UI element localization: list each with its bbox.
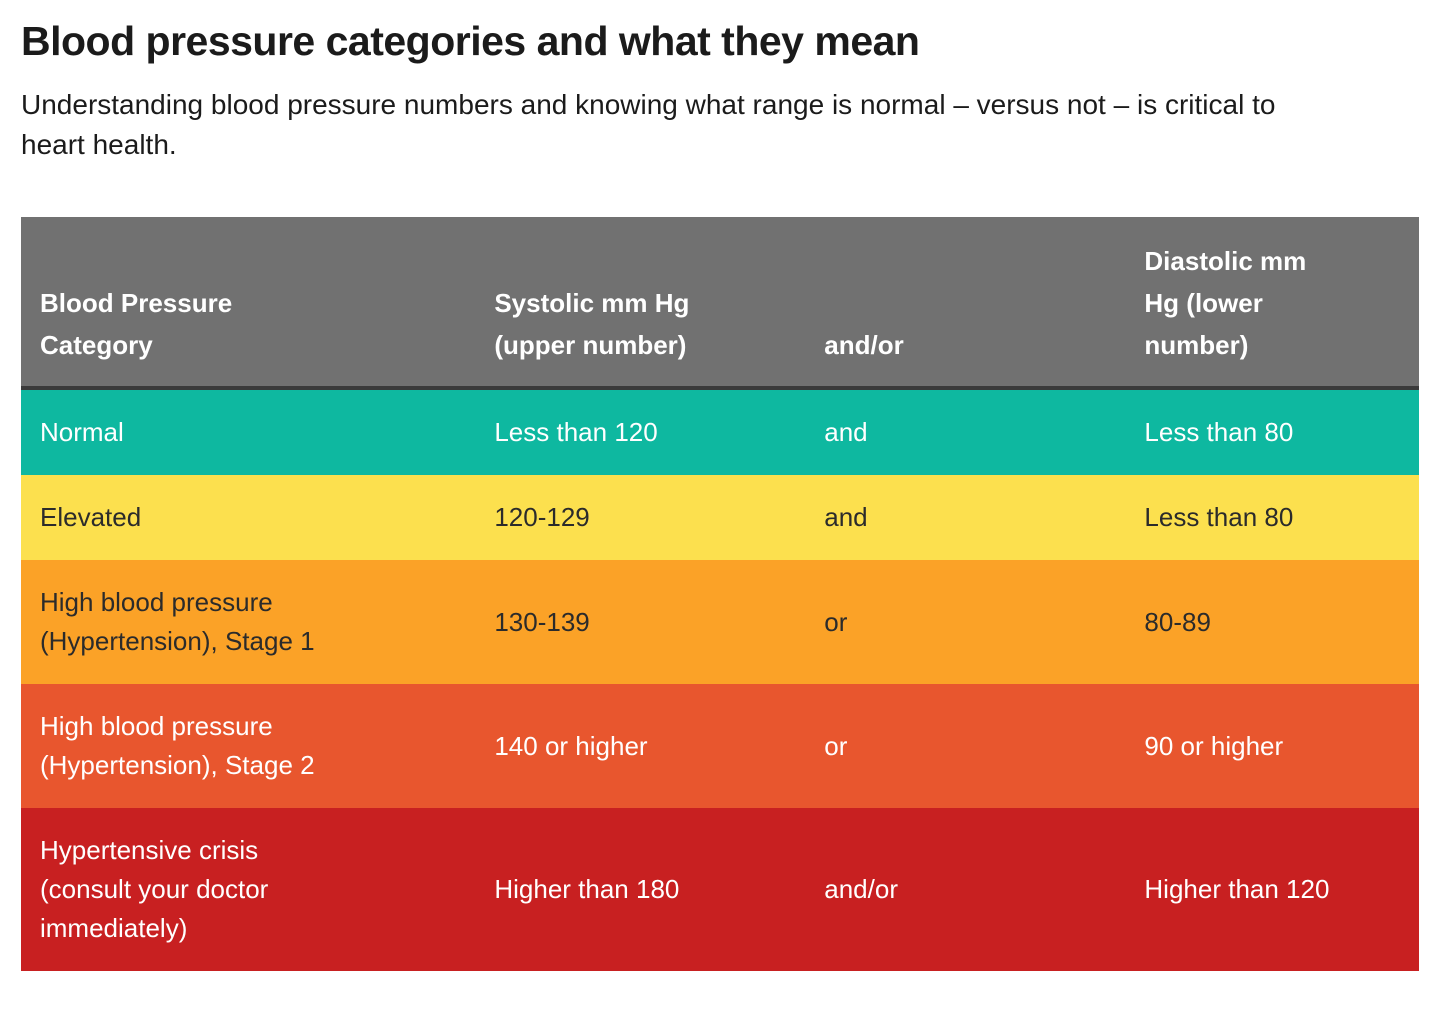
column-header-line: and/or [824,330,904,361]
column-header-diastolic: Diastolic mm Hg (lower number) [1125,217,1419,391]
category-line: Normal [40,417,124,448]
category-line: (Hypertension), Stage 2 [40,750,315,781]
table-row-elevated: Elevated 120-129 and Less than 80 [21,475,1419,561]
cell-diastolic: 80-89 [1144,606,1211,637]
cell-connector: and/or [824,874,898,905]
category-line: Hypertensive crisis [40,835,259,866]
category-line: immediately) [40,913,188,944]
cell-connector: and [824,417,868,448]
blood-pressure-table: Blood Pressure Category Systolic mm Hg (… [21,217,1419,972]
cell-connector: or [824,606,848,637]
category-line: Elevated [40,502,142,533]
cell-diastolic: Higher than 120 [1144,874,1330,905]
table-row-hypertensive-crisis: Hypertensive crisis (consult your doctor… [21,808,1419,972]
cell-systolic: Higher than 180 [494,874,680,905]
cell-connector: and [824,502,868,533]
page-title: Blood pressure categories and what they … [21,18,920,64]
cell-category: Normal [21,388,475,475]
column-header-line: number) [1144,330,1249,361]
category-line: High blood pressure [40,711,273,742]
column-header-line: Blood Pressure [40,288,233,319]
cell-systolic: 130-139 [494,606,590,637]
table-header-row: Blood Pressure Category Systolic mm Hg (… [21,217,1419,391]
column-header-systolic: Systolic mm Hg (upper number) [475,217,806,391]
cell-connector: or [824,730,848,761]
category-line: (consult your doctor [40,874,269,905]
column-header-andor: and/or [805,217,1126,391]
cell-category: Elevated [21,475,475,560]
table-row-hypertension-stage-2: High blood pressure (Hypertension), Stag… [21,684,1419,809]
column-header-category: Blood Pressure Category [21,217,476,391]
cell-category: Hypertensive crisis (consult your doctor… [21,808,475,971]
category-line: High blood pressure [40,587,273,618]
column-header-line: Diastolic mm [1144,246,1307,277]
table-row-hypertension-stage-1: High blood pressure (Hypertension), Stag… [21,560,1419,685]
column-header-line: Category [40,330,153,361]
cell-systolic: 120-129 [494,502,590,533]
page-subtitle: Understanding blood pressure numbers and… [21,89,1276,161]
cell-diastolic: Less than 80 [1144,502,1294,533]
table-row-normal: Normal Less than 120 and Less than 80 [21,388,1419,476]
column-header-line: Systolic mm Hg [494,288,690,319]
cell-category: High blood pressure (Hypertension), Stag… [21,560,475,684]
column-header-line: (upper number) [494,330,687,361]
column-header-line: Hg (lower [1144,288,1263,319]
cell-diastolic: 90 or higher [1144,730,1284,761]
cell-systolic: 140 or higher [494,730,648,761]
category-line: (Hypertension), Stage 1 [40,626,315,657]
cell-systolic: Less than 120 [494,417,658,448]
cell-category: High blood pressure (Hypertension), Stag… [21,684,475,808]
cell-diastolic: Less than 80 [1144,417,1294,448]
